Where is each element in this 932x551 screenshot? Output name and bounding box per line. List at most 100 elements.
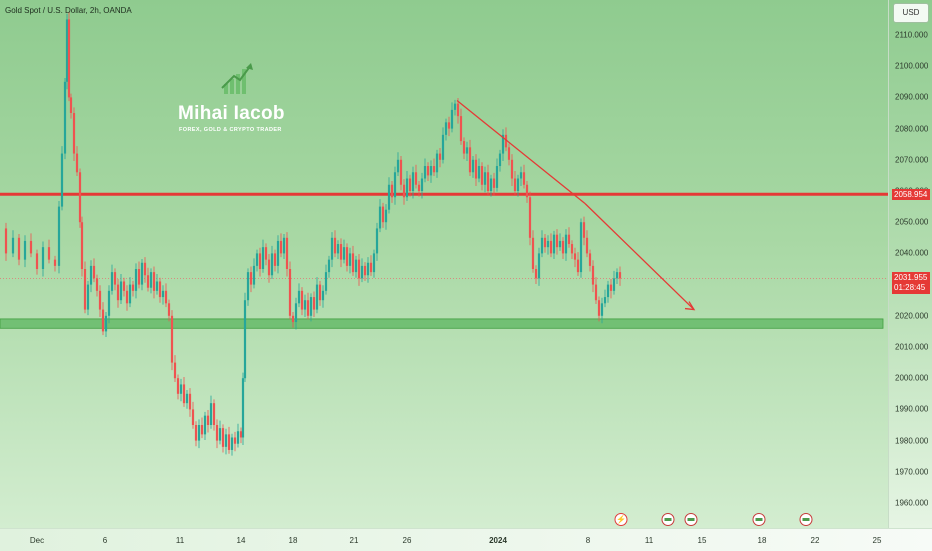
candle-body bbox=[285, 237, 289, 269]
logo-icon bbox=[221, 63, 253, 94]
candle-body bbox=[606, 284, 610, 298]
candle-body bbox=[110, 272, 114, 291]
candle-body bbox=[408, 178, 412, 191]
candle-body bbox=[528, 197, 532, 238]
candle-body bbox=[101, 309, 105, 332]
candle-body bbox=[164, 290, 168, 304]
candle-body bbox=[324, 272, 328, 291]
resistance-price-label: 2058.954 bbox=[892, 189, 930, 200]
candle-body bbox=[594, 284, 598, 301]
candle-body bbox=[116, 284, 120, 301]
currency-button[interactable]: USD bbox=[893, 3, 929, 23]
candle-body bbox=[480, 166, 484, 185]
candle-body bbox=[348, 253, 352, 266]
candle-body bbox=[107, 290, 111, 316]
candle-body bbox=[336, 244, 340, 254]
candle-body bbox=[534, 269, 538, 279]
candle-body bbox=[294, 303, 298, 323]
candle-body bbox=[83, 269, 87, 310]
candle-body bbox=[546, 240, 550, 248]
candle-body bbox=[233, 437, 237, 444]
candle-body bbox=[264, 247, 268, 260]
candle-body bbox=[137, 269, 141, 285]
price-tick-label: 1970.000 bbox=[895, 467, 929, 477]
lightning-icon[interactable]: ⚡ bbox=[614, 513, 628, 526]
candle-body bbox=[212, 403, 216, 425]
candle-body bbox=[80, 222, 84, 269]
candle-body bbox=[354, 259, 358, 273]
candle-body bbox=[441, 134, 445, 160]
candle-body bbox=[67, 19, 71, 98]
candle-body bbox=[474, 159, 478, 179]
candle-body bbox=[246, 272, 250, 301]
candle-body bbox=[558, 240, 562, 248]
candle-body bbox=[158, 281, 162, 298]
candle-body bbox=[167, 303, 171, 316]
candle-body bbox=[131, 284, 135, 291]
time-tick-label: 26 bbox=[402, 536, 412, 545]
candle-body bbox=[209, 403, 213, 425]
current-price-tag: 2031.955 01:28:45 bbox=[892, 272, 930, 294]
candle-body bbox=[591, 265, 595, 285]
price-tick-label: 2050.000 bbox=[895, 217, 929, 227]
candle-body bbox=[279, 240, 283, 254]
candle-body bbox=[453, 103, 457, 110]
candle-body bbox=[537, 253, 541, 279]
candle-body bbox=[173, 362, 177, 379]
candle-body bbox=[561, 240, 565, 254]
candle-body bbox=[239, 431, 243, 438]
time-axis[interactable]: Dec 6 11 14 18 21 26 2024 8 11 15 18 22 25 bbox=[0, 528, 932, 551]
candle-body bbox=[270, 253, 274, 276]
candle-body bbox=[423, 166, 427, 179]
candle-body bbox=[501, 134, 505, 154]
calendar-flag-icon[interactable] bbox=[661, 513, 675, 526]
price-tick-label: 1990.000 bbox=[895, 404, 929, 414]
candle-body bbox=[206, 415, 210, 425]
candle-body bbox=[276, 240, 280, 266]
candle-body bbox=[227, 434, 231, 450]
countdown-label: 01:28:45 bbox=[894, 283, 926, 292]
candle-body bbox=[315, 284, 319, 310]
calendar-flag-icon[interactable] bbox=[752, 513, 766, 526]
candle-body bbox=[414, 172, 418, 185]
time-tick-label: 14 bbox=[236, 536, 246, 545]
time-tick-label: 11 bbox=[175, 536, 185, 545]
price-axis[interactable]: 2110.000 2100.000 2090.000 2080.000 2070.000… bbox=[888, 0, 932, 528]
candle-body bbox=[483, 172, 487, 185]
candle-body bbox=[119, 281, 123, 301]
candle-body bbox=[155, 281, 159, 291]
candle-body bbox=[23, 240, 27, 260]
candle-body bbox=[504, 134, 508, 148]
plot-svg bbox=[0, 11, 888, 456]
support-zone bbox=[0, 318, 884, 329]
candle-body bbox=[552, 234, 556, 254]
candle-body bbox=[615, 272, 619, 279]
candle-body bbox=[555, 234, 559, 248]
candle-body bbox=[203, 415, 207, 435]
candle-body bbox=[252, 265, 256, 285]
projection-arrowhead bbox=[684, 301, 696, 311]
candle-body bbox=[543, 237, 547, 248]
candle-body bbox=[98, 290, 102, 310]
price-tick-label: 2090.000 bbox=[895, 92, 929, 102]
time-tick-label: Dec bbox=[29, 536, 45, 545]
candle-body bbox=[179, 384, 183, 394]
calendar-flag-icon[interactable] bbox=[799, 513, 813, 526]
candle-body bbox=[357, 259, 361, 279]
candle-body bbox=[113, 272, 117, 285]
calendar-flag-icon[interactable] bbox=[684, 513, 698, 526]
current-price-label: 2031.955 bbox=[894, 273, 928, 282]
candle-body bbox=[53, 259, 57, 266]
price-tick-label: 2100.000 bbox=[895, 61, 929, 71]
candle-body bbox=[405, 178, 409, 198]
candle-body bbox=[573, 253, 577, 260]
candle-body bbox=[194, 425, 198, 441]
candle-body bbox=[300, 290, 304, 310]
candle-body bbox=[318, 284, 322, 301]
chart-area[interactable]: Gold Spot / U.S. Dollar, 2h, OANDA Mihai… bbox=[0, 0, 888, 528]
candle-body bbox=[411, 172, 415, 191]
candle-body bbox=[267, 259, 271, 276]
candle-body bbox=[471, 159, 475, 173]
watermark-name: Mihai Iacob bbox=[178, 103, 285, 124]
candle-body bbox=[564, 234, 568, 254]
